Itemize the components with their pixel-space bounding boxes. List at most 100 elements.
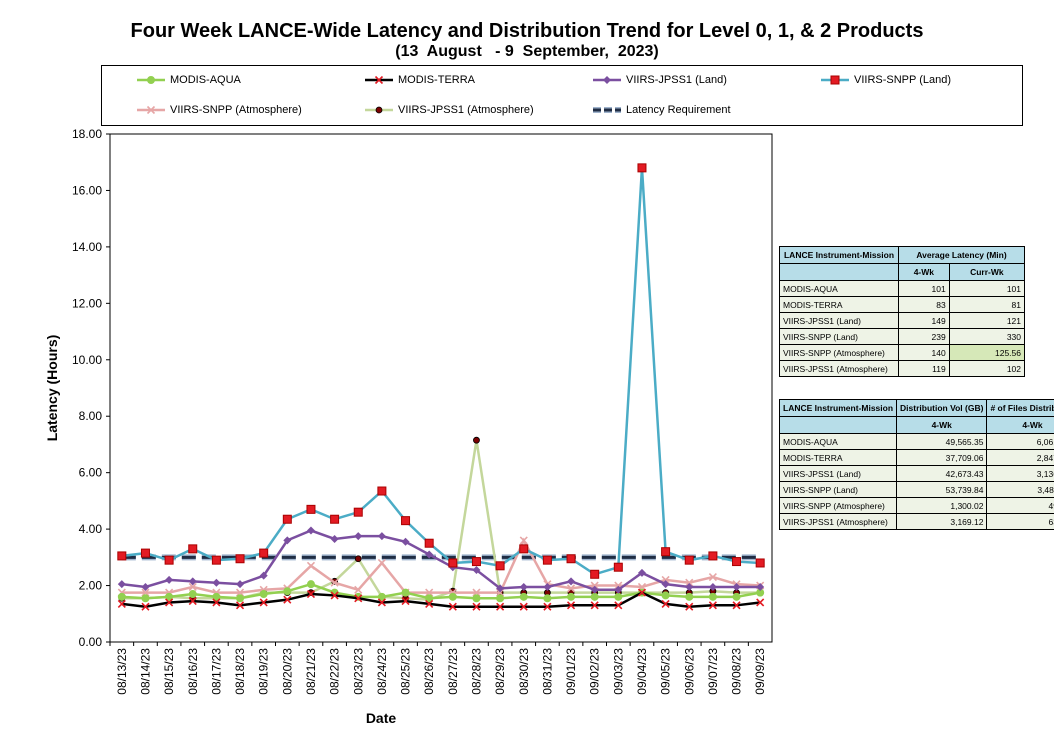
latency-cell: 102 [948,360,1026,377]
data-point [496,602,505,611]
data-point [566,584,576,593]
data-point [306,580,315,589]
data-point [354,532,363,541]
data-point [377,558,386,568]
legend-item-viirs-snpp-land: VIIRS-SNPP (Land) [820,74,951,86]
data-point [235,601,245,610]
latency-cell: VIIRS-JPSS1 (Land) [779,312,899,329]
data-point [448,558,458,568]
legend-swatch [593,107,621,113]
series-viirs-snpp-atmosphere [117,536,765,597]
data-point [685,582,694,591]
x-tick-label: 08/25/23 [399,648,413,695]
legend-item-latency-requirement: Latency Requirement [592,104,731,116]
x-axis-label: Date [366,710,397,726]
data-point [306,504,316,514]
y-tick-label: 10.00 [72,353,102,367]
dist-header-mission: LANCE Instrument-Mission [778,399,898,417]
legend-label: Latency Requirement [626,104,731,116]
distribution-cell: VIIRS-JPSS1 (Atmosphere) [778,513,898,530]
legend-swatch [365,106,393,114]
x-tick-label: 09/04/23 [635,648,649,695]
data-point [330,591,339,600]
dist-header-files: # of Files Distributed [986,399,1054,417]
legend-marker [146,105,156,115]
data-point [141,602,150,611]
data-point [212,598,221,607]
data-point [661,580,670,589]
latency-cell: 125.56 [948,344,1026,361]
lat-header-average: Average Latency (Min) [898,246,1025,264]
distribution-cell: VIIRS-JPSS1 (Land) [778,465,898,482]
data-point [614,592,623,601]
x-tick-label: 09/06/23 [682,648,696,695]
data-point [448,592,457,601]
series-line [121,167,761,576]
data-point [519,602,528,611]
data-point [377,592,386,601]
data-point [472,594,481,603]
data-point [756,582,765,591]
data-point [614,585,623,594]
lat-subheader-blank [779,263,899,281]
distribution-cell: 1,300.02 [896,497,988,514]
data-point [685,578,694,587]
data-point [282,514,292,524]
data-point [661,547,671,557]
latency-cell: VIIRS-SNPP (Land) [779,328,899,345]
latency-cell: 83 [898,296,950,313]
data-point [306,589,316,599]
data-point [590,601,599,610]
chart-subtitle: (13 August - 9 September, 2023) [395,43,659,60]
data-point [354,555,362,563]
legend-marker [375,106,383,114]
data-point [567,577,576,586]
data-point [236,580,245,589]
data-point [211,555,221,565]
x-tick-label: 08/14/23 [138,648,152,695]
legend-marker [830,75,840,85]
data-point [708,601,717,610]
distribution-cell: 3,136,896 [986,465,1054,482]
lat-subheader-4wk: 4-Wk [898,263,950,281]
x-tick-label: 09/03/23 [611,648,625,695]
data-point [496,594,505,603]
x-tick-label: 08/21/23 [304,648,318,695]
distribution-cell: 42,673.43 [896,465,988,482]
x-tick-label: 08/17/23 [209,648,223,695]
data-point [519,582,528,591]
distribution-cell: 53,739.84 [896,481,988,498]
data-point [590,569,600,579]
legend-marker [603,76,611,84]
series-modis-terra [117,588,765,611]
y-tick-label: 0.00 [79,635,103,649]
latency-cell: 121 [948,312,1026,329]
data-point [519,544,529,554]
x-tick-label: 08/28/23 [469,648,483,695]
data-point [519,592,528,601]
data-point [188,590,197,599]
dist-header-volume: Distribution Vol (GB) [896,399,988,417]
data-point [141,588,150,597]
dist-subheader-files-4wk: 4-Wk [986,416,1054,434]
y-axis-label: Latency (Hours) [44,335,60,442]
data-point [236,594,245,603]
x-tick-label: 09/01/23 [564,648,578,695]
data-point [637,588,647,597]
latency-cell: 119 [898,360,950,377]
data-point [495,561,505,571]
distribution-row: VIIRS-JPSS1 (Atmosphere)3,169.1263,774 [778,513,1054,530]
data-point [117,551,127,561]
data-point [401,537,410,546]
series-line [121,591,761,608]
data-point [165,598,174,607]
data-point [306,561,316,570]
data-point [259,590,268,599]
distribution-cell: 2,847,214 [986,449,1054,466]
series-line [121,537,761,594]
distribution-row: VIIRS-SNPP (Land)53,739.843,485,211 [778,481,1054,498]
x-tick-label: 08/20/23 [280,648,294,695]
distribution-cell: VIIRS-SNPP (Atmosphere) [778,497,898,514]
data-point [661,591,670,600]
